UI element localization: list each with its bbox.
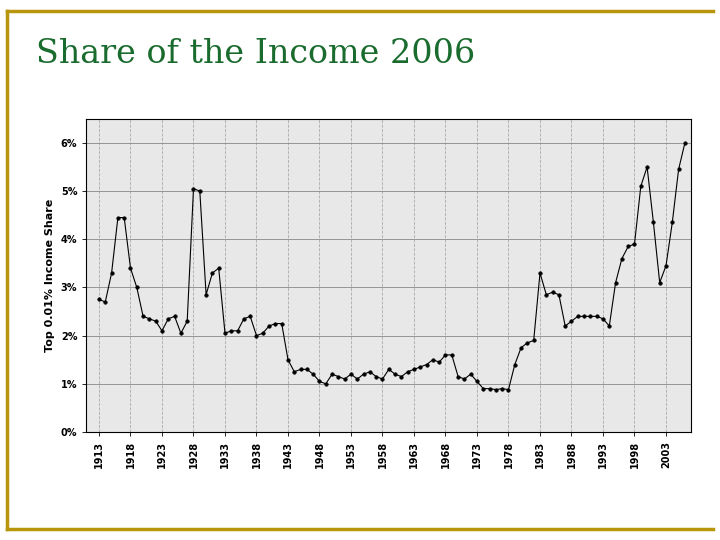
Text: Share of the Income 2006: Share of the Income 2006 — [36, 38, 475, 70]
Y-axis label: Top 0.01% Income Share: Top 0.01% Income Share — [45, 199, 55, 352]
